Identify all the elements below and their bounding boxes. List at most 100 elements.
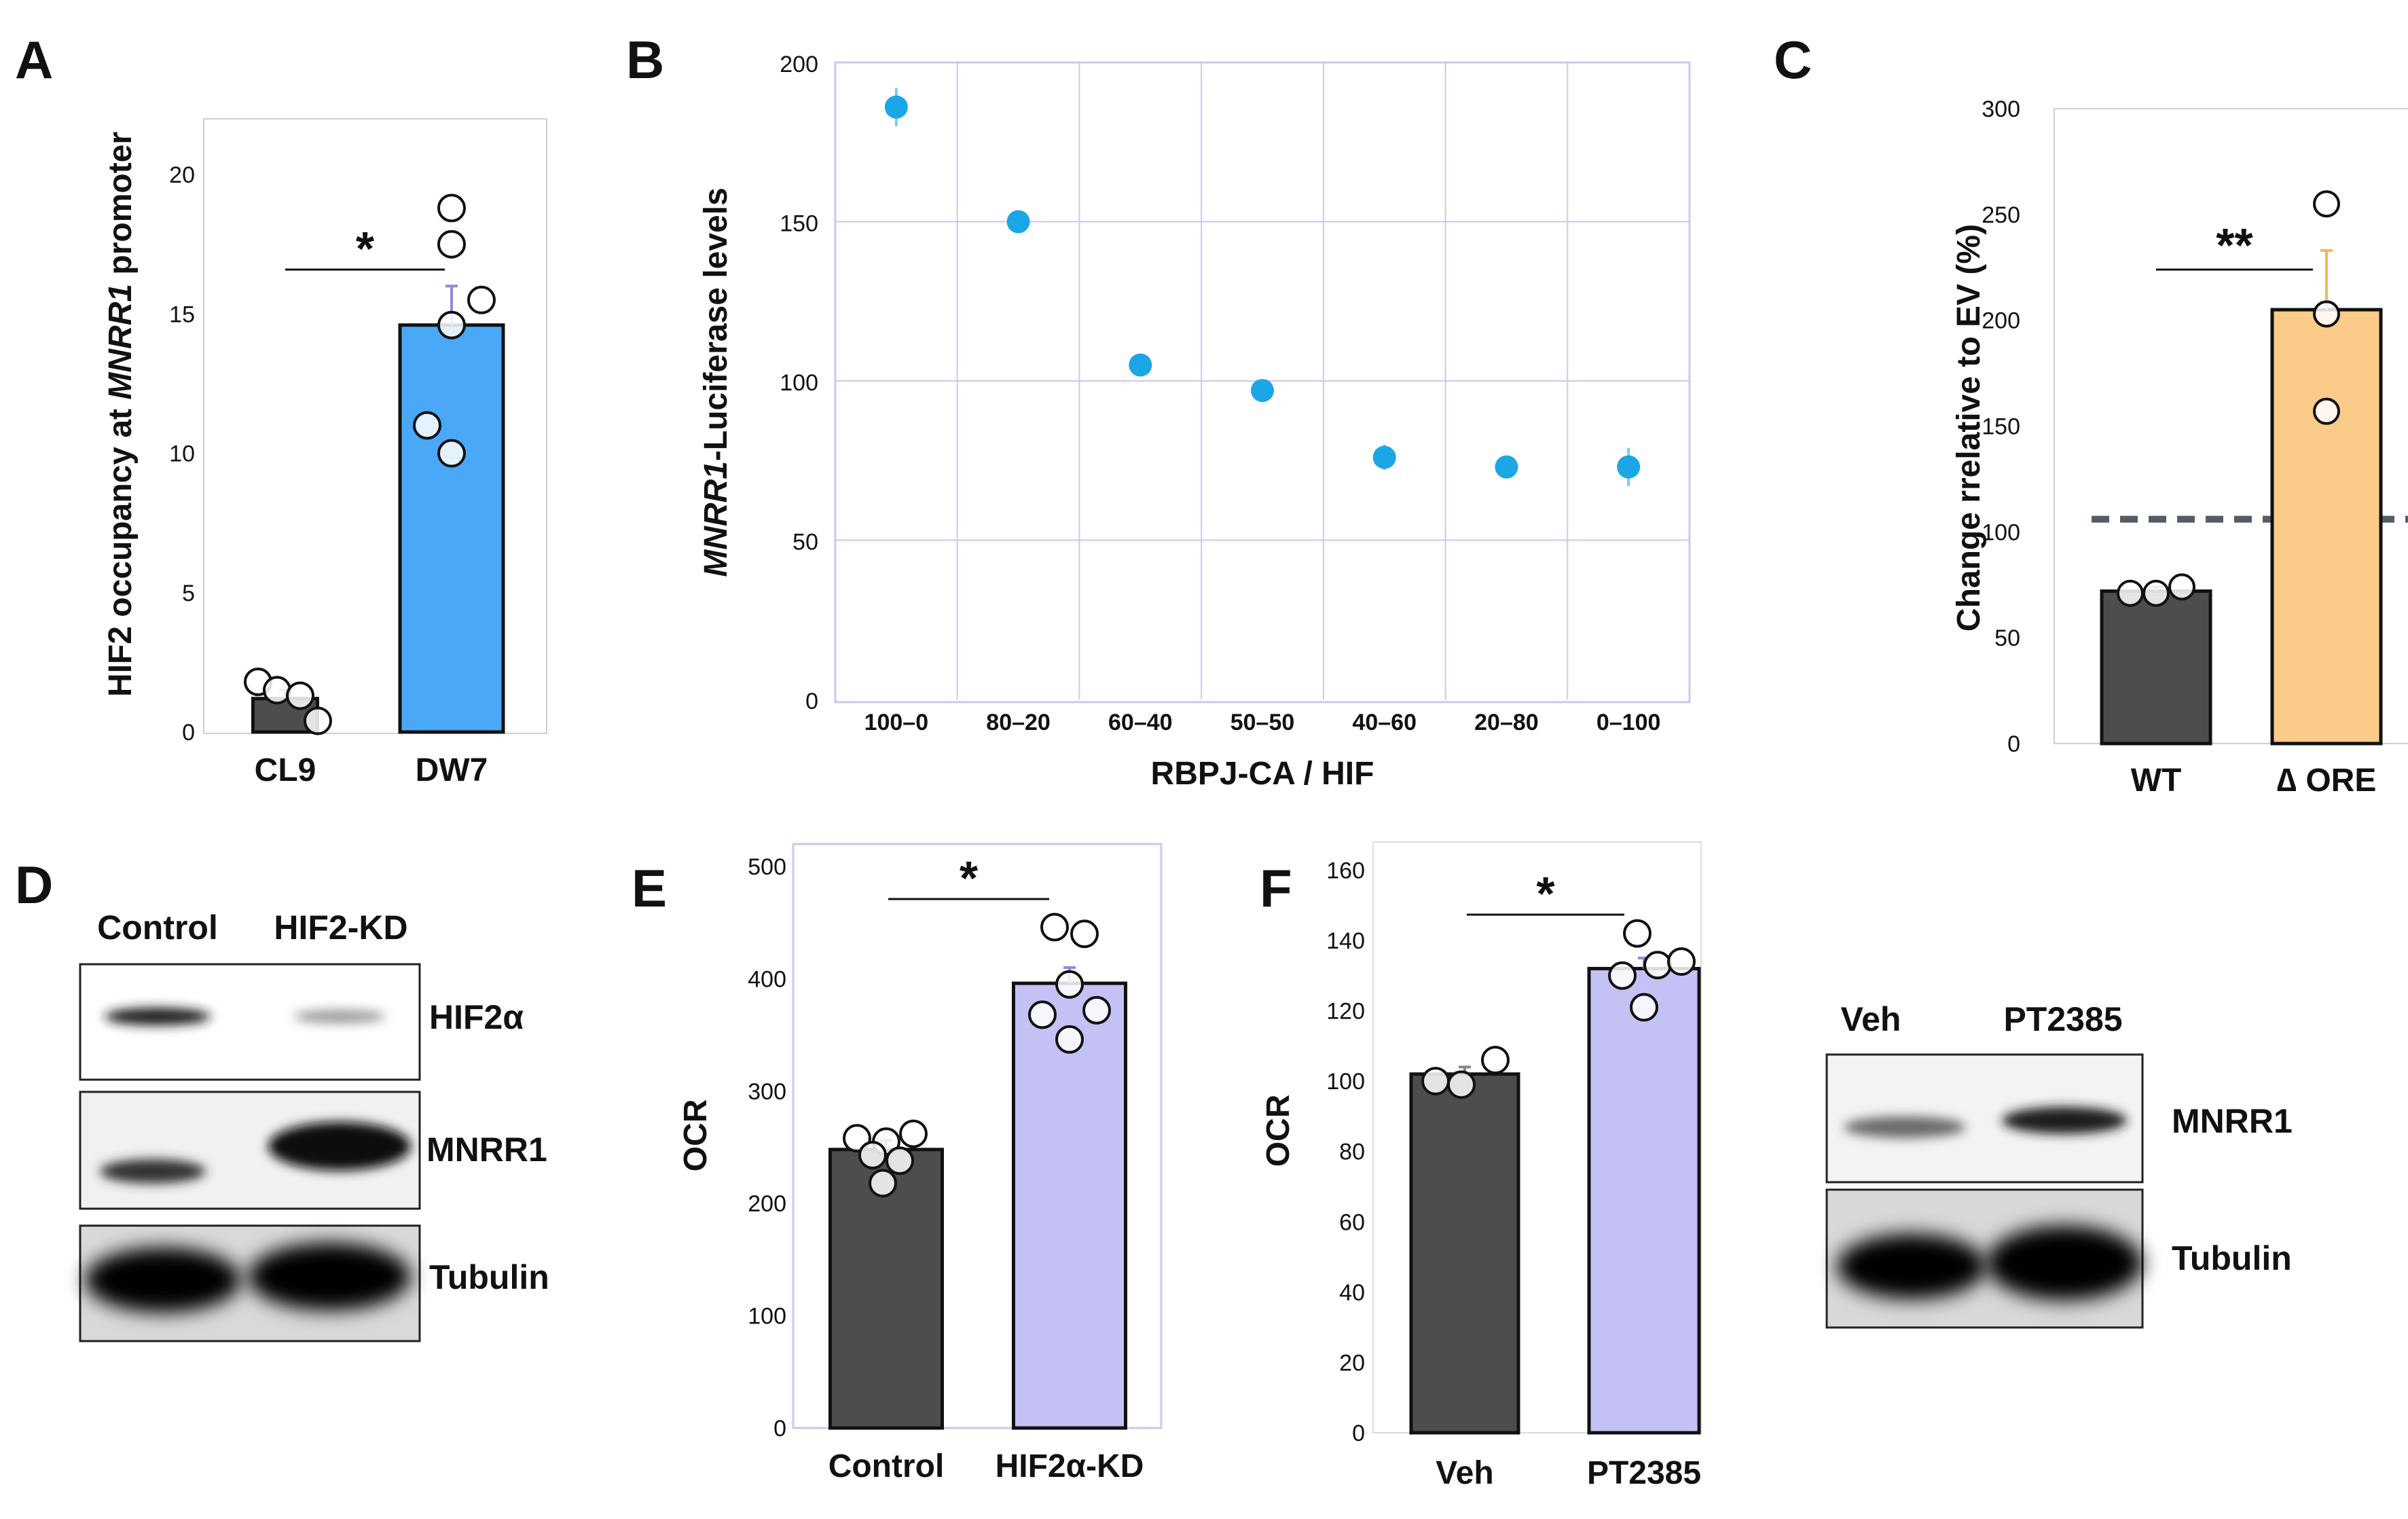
chart-c-point-0-0 bbox=[2117, 579, 2144, 607]
chart-b-xtick-2: 60–40 bbox=[1108, 710, 1173, 735]
chart-f: 0 20 40 60 80 100 120 140 160 Veh PT2385 * OCR bbox=[1260, 841, 1702, 1491]
panel-label-a: A bbox=[15, 30, 53, 90]
chart-a-ytick-0: 0 bbox=[182, 720, 195, 746]
blot-f-col-veh: Veh bbox=[1841, 1000, 1901, 1038]
blot-d-band-kd-hif2a bbox=[293, 1010, 386, 1023]
chart-f-ytick-6: 120 bbox=[1326, 999, 1365, 1025]
chart-e-point-0-5 bbox=[869, 1169, 897, 1198]
chart-e-point-1-4 bbox=[1082, 995, 1111, 1025]
blot-f: Veh PT2385 MNRR1 Tubulin bbox=[1825, 1000, 2293, 1329]
chart-e-ytick-4: 400 bbox=[748, 966, 786, 992]
panel-label-d: D bbox=[15, 855, 53, 915]
chart-b-point-2 bbox=[1129, 353, 1152, 377]
chart-c-ytick-2: 100 bbox=[1982, 519, 2020, 545]
blot-f-row-mnrr1: MNRR1 bbox=[2172, 1102, 2293, 1140]
chart-b-point-0 bbox=[884, 95, 908, 119]
chart-e-point-0-4 bbox=[886, 1146, 914, 1175]
chart-f-point-1-2 bbox=[1643, 951, 1672, 980]
chart-e-point-0-2 bbox=[899, 1119, 928, 1148]
blot-f-col-pt2385: PT2385 bbox=[2003, 1000, 2122, 1038]
chart-f-ytick-1: 20 bbox=[1339, 1350, 1365, 1376]
chart-c-ytick-4: 200 bbox=[1982, 308, 2020, 334]
chart-a-point-1-5 bbox=[437, 439, 466, 468]
panel-label-b: B bbox=[626, 30, 664, 90]
chart-b-xtick-6: 0–100 bbox=[1597, 710, 1661, 735]
blot-d-col-control: Control bbox=[97, 909, 218, 947]
chart-f-bar-1 bbox=[1587, 966, 1701, 1435]
chart-c-ytick-3: 150 bbox=[1982, 414, 2020, 440]
blot-d-row-hif2a: HIF2α bbox=[429, 998, 524, 1036]
chart-f-ytick-5: 100 bbox=[1326, 1069, 1365, 1095]
chart-e-sig-label: * bbox=[960, 852, 979, 904]
chart-b-xtick-4: 40–60 bbox=[1352, 710, 1417, 735]
chart-c-bar-1 bbox=[2270, 308, 2383, 746]
chart-b-ytick-1: 50 bbox=[792, 530, 818, 555]
chart-a-point-1-0 bbox=[437, 194, 466, 223]
chart-b-xlabel: RBPJ-CA / HIF bbox=[1151, 756, 1374, 792]
chart-a-point-0-1 bbox=[263, 676, 291, 705]
chart-a-point-1-2 bbox=[467, 285, 496, 314]
chart-f-point-1-0 bbox=[1623, 919, 1652, 948]
chart-b-ytick-2: 100 bbox=[780, 370, 818, 396]
blot-f-band-veh-tubulin bbox=[1837, 1234, 1986, 1299]
chart-c-point-0-1 bbox=[2142, 579, 2170, 607]
chart-f-ytick-0: 0 bbox=[1352, 1421, 1365, 1446]
blot-d-row-mnrr1: MNRR1 bbox=[426, 1131, 547, 1169]
chart-a-point-1-3 bbox=[437, 310, 466, 340]
chart-c-ytick-6: 300 bbox=[1982, 96, 2020, 122]
chart-b-point-3 bbox=[1251, 379, 1274, 403]
chart-a-point-1-4 bbox=[413, 411, 441, 440]
chart-f-ytick-8: 160 bbox=[1326, 858, 1365, 883]
chart-f-ytick-3: 60 bbox=[1339, 1209, 1365, 1235]
chart-a-ylabel: HIF2 occupancy at MNRR1 promoter bbox=[103, 132, 139, 697]
chart-a-category-0: CL9 bbox=[255, 752, 316, 788]
chart-f-point-0-0 bbox=[1421, 1067, 1450, 1096]
chart-e-ytick-2: 200 bbox=[748, 1191, 786, 1217]
chart-a-point-0-2 bbox=[286, 681, 314, 710]
chart-a-ytick-2: 10 bbox=[169, 441, 195, 467]
blot-d-band-control-tubulin bbox=[85, 1247, 241, 1313]
blot-f-band-pt-tubulin bbox=[1986, 1226, 2142, 1300]
chart-f-ytick-2: 40 bbox=[1339, 1280, 1365, 1306]
chart-e-point-1-3 bbox=[1028, 1000, 1057, 1029]
chart-b: 0 50 100 150 200 100–0 80–20 60–40 50–50 40–60 20–… bbox=[698, 52, 1691, 792]
chart-e-ytick-0: 0 bbox=[773, 1416, 786, 1442]
blot-d: Control HIF2-KD HIF2α MNRR1 Tubulin bbox=[79, 909, 549, 1342]
chart-f-category-1: PT2385 bbox=[1587, 1455, 1701, 1491]
chart-a-category-1: DW7 bbox=[416, 752, 488, 788]
chart-c-ytick-1: 50 bbox=[1994, 625, 2020, 651]
chart-b-point-5 bbox=[1495, 455, 1518, 479]
chart-c-sig-label: ** bbox=[2216, 219, 2253, 272]
chart-a-point-1-1 bbox=[437, 230, 466, 259]
chart-f-ytick-7: 140 bbox=[1326, 928, 1365, 954]
chart-e-category-1: HIF2α-KD bbox=[996, 1448, 1144, 1484]
chart-a-ytick-1: 5 bbox=[182, 581, 195, 606]
chart-e-point-1-1 bbox=[1070, 919, 1099, 949]
chart-c-point-1-1 bbox=[2313, 300, 2340, 328]
chart-f-ytick-4: 80 bbox=[1339, 1139, 1365, 1165]
chart-f-point-0-2 bbox=[1481, 1046, 1510, 1075]
panel-label-f: F bbox=[1260, 858, 1292, 918]
chart-c-point-0-2 bbox=[2168, 573, 2195, 601]
chart-c-ytick-5: 250 bbox=[1982, 202, 2020, 228]
chart-c-ylabel: Change rrelative to EV (%) bbox=[1951, 224, 1987, 632]
chart-a-ytick-4: 20 bbox=[169, 162, 195, 188]
chart-f-frame bbox=[1372, 841, 1702, 1433]
chart-a-frame bbox=[203, 118, 547, 734]
chart-b-point-4 bbox=[1372, 445, 1396, 469]
chart-b-point-1 bbox=[1006, 210, 1030, 234]
chart-b-xtick-3: 50–50 bbox=[1230, 710, 1295, 735]
panel-label-e: E bbox=[632, 858, 667, 918]
blot-d-band-kd-tubulin bbox=[248, 1243, 411, 1311]
chart-c: 0 50 100 150 200 250 300 WT ∆ ORE ** Change rrela… bbox=[1951, 96, 2408, 799]
chart-c-frame bbox=[2054, 108, 2408, 744]
chart-a-sig-label: * bbox=[356, 222, 375, 275]
chart-e-ytick-3: 300 bbox=[748, 1079, 786, 1105]
chart-f-point-1-3 bbox=[1667, 947, 1696, 976]
chart-c-point-1-0 bbox=[2313, 190, 2340, 218]
chart-f-point-1-1 bbox=[1608, 961, 1637, 990]
blot-d-band-control-hif2a bbox=[105, 1008, 211, 1025]
chart-e-bar-1 bbox=[1012, 981, 1127, 1430]
blot-f-row-tubulin: Tubulin bbox=[2172, 1239, 2292, 1277]
